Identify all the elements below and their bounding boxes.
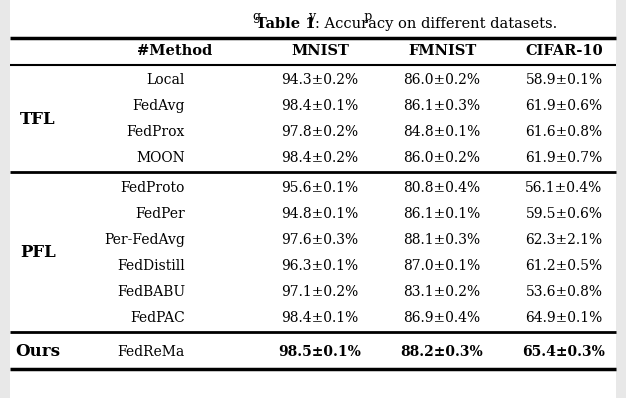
Text: g            y            p: g y p <box>254 10 372 23</box>
Text: 88.1±0.3%: 88.1±0.3% <box>403 233 481 247</box>
Text: 97.1±0.2%: 97.1±0.2% <box>281 285 359 299</box>
Text: 94.8±0.1%: 94.8±0.1% <box>281 207 359 221</box>
Text: 59.5±0.6%: 59.5±0.6% <box>525 207 602 221</box>
Text: Local: Local <box>146 73 185 87</box>
Text: 94.3±0.2%: 94.3±0.2% <box>282 73 359 87</box>
Text: 64.9±0.1%: 64.9±0.1% <box>525 311 603 325</box>
Text: CIFAR-10: CIFAR-10 <box>525 44 603 58</box>
Text: FedPer: FedPer <box>135 207 185 221</box>
Text: Per-FedAvg: Per-FedAvg <box>104 233 185 247</box>
Text: 61.6±0.8%: 61.6±0.8% <box>525 125 603 139</box>
Text: FedPAC: FedPAC <box>130 311 185 325</box>
Text: 97.8±0.2%: 97.8±0.2% <box>282 125 359 139</box>
Text: 61.9±0.7%: 61.9±0.7% <box>525 151 603 165</box>
Text: 95.6±0.1%: 95.6±0.1% <box>282 181 359 195</box>
Text: 80.8±0.4%: 80.8±0.4% <box>403 181 481 195</box>
Text: FedBABU: FedBABU <box>117 285 185 299</box>
Text: 58.9±0.1%: 58.9±0.1% <box>525 73 603 87</box>
Text: 86.1±0.1%: 86.1±0.1% <box>403 207 481 221</box>
Text: 96.3±0.1%: 96.3±0.1% <box>282 259 359 273</box>
Text: 88.2±0.3%: 88.2±0.3% <box>401 345 483 359</box>
Text: : Accuracy on different datasets.: : Accuracy on different datasets. <box>315 17 557 31</box>
Text: PFL: PFL <box>20 244 56 261</box>
Text: 98.4±0.2%: 98.4±0.2% <box>282 151 359 165</box>
Text: TFL: TFL <box>20 111 56 127</box>
Text: 86.0±0.2%: 86.0±0.2% <box>404 151 481 165</box>
Text: 84.8±0.1%: 84.8±0.1% <box>403 125 481 139</box>
Text: #Method: #Method <box>137 44 213 58</box>
Text: 83.1±0.2%: 83.1±0.2% <box>403 285 481 299</box>
Text: FedReMa: FedReMa <box>118 345 185 359</box>
Text: 86.9±0.4%: 86.9±0.4% <box>403 311 481 325</box>
Text: Ours: Ours <box>16 343 61 360</box>
Text: 56.1±0.4%: 56.1±0.4% <box>525 181 603 195</box>
Text: FedProto: FedProto <box>121 181 185 195</box>
Text: Table 1: Table 1 <box>255 17 315 31</box>
Text: 97.6±0.3%: 97.6±0.3% <box>282 233 359 247</box>
Text: FedProx: FedProx <box>126 125 185 139</box>
Text: FedAvg: FedAvg <box>133 99 185 113</box>
Text: MNIST: MNIST <box>291 44 349 58</box>
Text: 87.0±0.1%: 87.0±0.1% <box>403 259 481 273</box>
Text: 86.0±0.2%: 86.0±0.2% <box>404 73 481 87</box>
Text: FedDistill: FedDistill <box>117 259 185 273</box>
Text: 98.4±0.1%: 98.4±0.1% <box>281 99 359 113</box>
Text: MOON: MOON <box>136 151 185 165</box>
Text: 53.6±0.8%: 53.6±0.8% <box>525 285 602 299</box>
Text: FMNIST: FMNIST <box>408 44 476 58</box>
Text: 61.9±0.6%: 61.9±0.6% <box>525 99 603 113</box>
Text: 61.2±0.5%: 61.2±0.5% <box>525 259 603 273</box>
Text: 98.4±0.1%: 98.4±0.1% <box>281 311 359 325</box>
Text: 65.4±0.3%: 65.4±0.3% <box>523 345 605 359</box>
Text: 62.3±2.1%: 62.3±2.1% <box>525 233 603 247</box>
Text: 98.5±0.1%: 98.5±0.1% <box>279 345 361 359</box>
Text: 86.1±0.3%: 86.1±0.3% <box>403 99 481 113</box>
